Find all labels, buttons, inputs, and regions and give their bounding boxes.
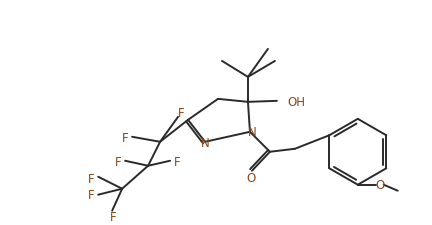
- Text: F: F: [178, 107, 184, 120]
- Text: O: O: [246, 171, 256, 184]
- Text: O: O: [375, 178, 384, 191]
- Text: F: F: [110, 210, 117, 223]
- Text: F: F: [122, 132, 128, 145]
- Text: N: N: [248, 126, 256, 139]
- Text: F: F: [88, 173, 95, 185]
- Text: OH: OH: [287, 96, 305, 109]
- Text: F: F: [174, 155, 181, 169]
- Text: N: N: [200, 137, 210, 150]
- Text: F: F: [88, 188, 95, 201]
- Text: F: F: [115, 155, 121, 169]
